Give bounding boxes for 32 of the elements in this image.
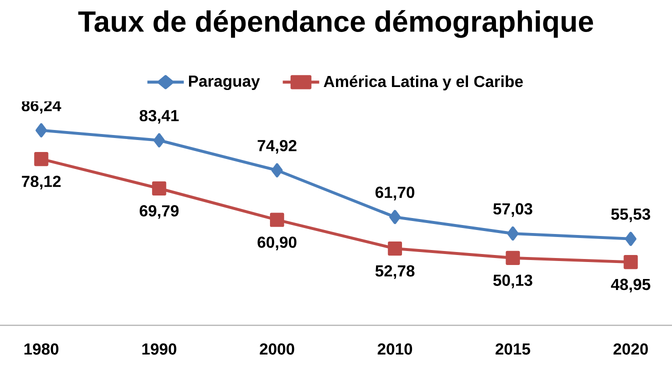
x-tick-label: 2010 <box>378 343 412 355</box>
point <box>270 212 284 227</box>
x-tick-label: 1980 <box>24 343 58 355</box>
data-label: 48,95 <box>610 278 650 292</box>
x-tick-label: 2000 <box>260 343 294 355</box>
data-label: 57,03 <box>493 203 532 217</box>
x-tick-label: 2015 <box>496 343 530 355</box>
point <box>36 123 47 138</box>
data-label: 60,90 <box>258 236 296 250</box>
data-label: 50,13 <box>493 274 532 288</box>
point <box>271 163 283 178</box>
point <box>507 226 519 241</box>
data-label: 83,41 <box>140 110 179 124</box>
data-label: 55,53 <box>611 208 650 222</box>
point <box>388 241 402 256</box>
data-label: 61,70 <box>376 186 414 200</box>
point <box>624 255 638 270</box>
point <box>389 210 401 224</box>
point <box>152 181 166 196</box>
point <box>34 152 48 166</box>
point <box>506 250 520 265</box>
x-tick-label: 2020 <box>614 343 648 355</box>
legend-label: América Latina y el Caribe <box>324 75 523 90</box>
point <box>625 232 636 246</box>
data-label: 52,78 <box>375 265 414 279</box>
x-tick-label: 1990 <box>142 343 176 355</box>
chart-title: Taux de dépendance démographique <box>78 10 594 38</box>
data-label: 69,79 <box>140 205 179 219</box>
point <box>153 133 165 148</box>
data-label: 74,92 <box>258 140 296 154</box>
data-label: 78,12 <box>22 176 61 190</box>
legend-label: Paraguay <box>189 76 260 90</box>
